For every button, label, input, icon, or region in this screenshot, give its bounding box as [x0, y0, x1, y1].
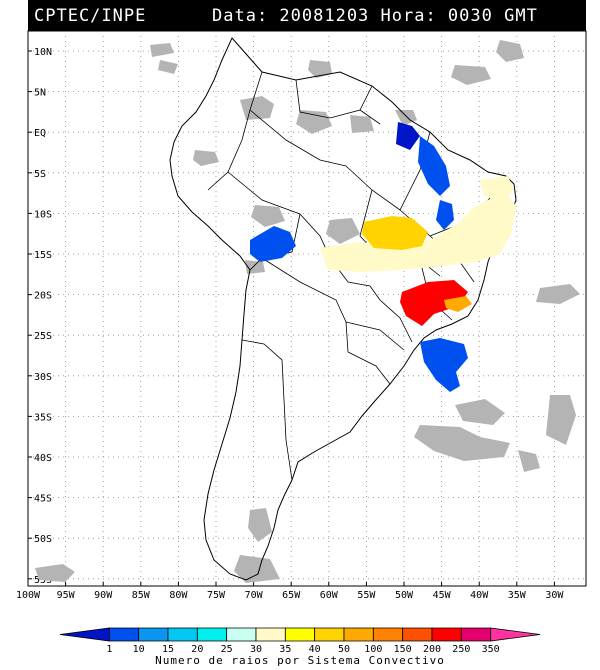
datetime-label: Data: 20081203 Hora: 0030 GMT — [212, 5, 538, 26]
lat-label: 5S — [34, 169, 46, 180]
cell-blue-south — [420, 338, 468, 392]
cell-orange-coast — [444, 296, 472, 312]
colorbar-segment — [402, 627, 433, 642]
colorbar-segment — [460, 627, 492, 642]
lon-label: 45W — [433, 590, 452, 601]
lat-label: 35S — [34, 412, 52, 423]
cell-orange-central — [362, 216, 428, 250]
lat-label: 40S — [34, 453, 52, 464]
colorbar-label: 250 — [452, 644, 470, 655]
lon-label: 65W — [282, 590, 301, 601]
colorbar-segment — [108, 627, 140, 642]
title-bar: CPTEC/INPE Data: 20081203 Hora: 0030 GMT — [28, 0, 586, 31]
colorbar-label: 350 — [482, 644, 500, 655]
lat-label: 15S — [34, 250, 52, 261]
cell-yellow-ne — [480, 176, 514, 200]
lat-label: 45S — [34, 494, 52, 505]
lon-label: 90W — [94, 590, 113, 601]
colorbar-segment — [167, 627, 198, 642]
cell-red-se — [400, 280, 468, 326]
colorbar-label: 50 — [338, 644, 350, 655]
colorbar-label: 1 — [106, 644, 112, 655]
cell-yellow-band — [320, 192, 516, 272]
colorbar-label: 20 — [191, 644, 203, 655]
colorbar-label: 100 — [364, 644, 382, 655]
lightning-cells — [250, 122, 516, 392]
lon-label: 80W — [169, 590, 188, 601]
org-label: CPTEC/INPE — [34, 5, 147, 26]
lon-label: 35W — [508, 590, 527, 601]
lat-label: 50S — [34, 534, 52, 545]
lon-label: 95W — [57, 590, 76, 601]
lat-label: 5N — [34, 88, 46, 99]
colorbar-segment — [226, 627, 257, 642]
cell-blue-bolivia — [250, 226, 296, 262]
colorbar-segment — [314, 627, 345, 642]
colorbar-label: 25 — [221, 644, 233, 655]
lon-label: 75W — [207, 590, 226, 601]
colorbar-segment — [431, 627, 462, 642]
colorbar-segment — [284, 627, 316, 642]
lon-label: 55W — [357, 590, 376, 601]
lon-label: 100W — [16, 590, 41, 601]
colorbar-segment — [372, 627, 404, 642]
colorbar-segment — [343, 627, 374, 642]
lon-label: 30W — [545, 590, 564, 601]
lon-label: 70W — [245, 590, 264, 601]
lon-label: 60W — [320, 590, 339, 601]
colorbar-label: 150 — [394, 644, 412, 655]
lon-label: 85W — [132, 590, 151, 601]
colorbar-caption: Numero de raios por Sistema Convectivo — [155, 654, 445, 667]
colorbar-label: 10 — [133, 644, 145, 655]
colorbar-segment — [138, 627, 169, 642]
lat-label: 10N — [34, 47, 52, 58]
colorbar-label: 15 — [162, 644, 174, 655]
colorbar-label: 200 — [423, 644, 441, 655]
lon-label: 50W — [395, 590, 414, 601]
cell-blue-ne — [418, 136, 450, 196]
colorbar-segment — [255, 627, 286, 642]
lat-label: 10S — [34, 209, 52, 220]
lat-label: 25S — [34, 331, 52, 342]
colorbar-segment — [196, 627, 228, 642]
colorbar-label: 35 — [279, 644, 291, 655]
cell-blue-amazon — [396, 122, 420, 150]
colorbar-label: 40 — [309, 644, 321, 655]
colorbar: 1 10 15 20 25 30 35 40 50 100 150 200 250 350 — [59, 627, 541, 655]
colorbar-label: 30 — [250, 644, 262, 655]
lat-label: 30S — [34, 372, 52, 383]
lat-label: 20S — [34, 291, 52, 302]
colorbar-segment — [59, 627, 110, 642]
lat-label: EQ — [34, 128, 46, 139]
lon-label: 40W — [470, 590, 489, 601]
colorbar-segment — [490, 627, 541, 642]
cell-blue-ne2 — [436, 200, 454, 230]
cloud-patches — [35, 40, 580, 583]
